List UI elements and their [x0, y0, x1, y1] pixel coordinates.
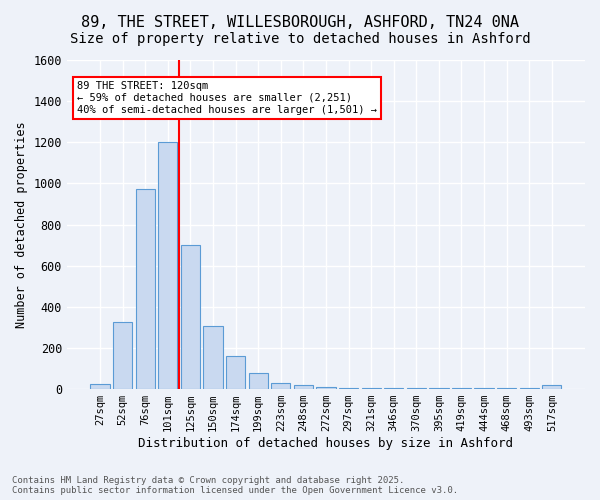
- Bar: [136, 188, 155, 389]
- Bar: [294, 386, 313, 389]
- Bar: [430, 388, 449, 389]
- Bar: [113, 322, 132, 389]
- Bar: [475, 388, 494, 389]
- Bar: [497, 388, 516, 389]
- Bar: [316, 386, 335, 389]
- Bar: [271, 383, 290, 389]
- Bar: [339, 388, 358, 389]
- Bar: [362, 388, 381, 389]
- Bar: [158, 142, 178, 389]
- Bar: [181, 245, 200, 389]
- Bar: [248, 372, 268, 389]
- Bar: [226, 356, 245, 389]
- Bar: [520, 388, 539, 389]
- X-axis label: Distribution of detached houses by size in Ashford: Distribution of detached houses by size …: [139, 437, 514, 450]
- Bar: [91, 384, 110, 389]
- Y-axis label: Number of detached properties: Number of detached properties: [15, 121, 28, 328]
- Text: Contains HM Land Registry data © Crown copyright and database right 2025.
Contai: Contains HM Land Registry data © Crown c…: [12, 476, 458, 495]
- Text: 89, THE STREET, WILLESBOROUGH, ASHFORD, TN24 0NA: 89, THE STREET, WILLESBOROUGH, ASHFORD, …: [81, 15, 519, 30]
- Text: Size of property relative to detached houses in Ashford: Size of property relative to detached ho…: [70, 32, 530, 46]
- Bar: [407, 388, 426, 389]
- Text: 89 THE STREET: 120sqm
← 59% of detached houses are smaller (2,251)
40% of semi-d: 89 THE STREET: 120sqm ← 59% of detached …: [77, 82, 377, 114]
- Bar: [452, 388, 471, 389]
- Bar: [542, 385, 562, 389]
- Bar: [384, 388, 403, 389]
- Bar: [203, 326, 223, 389]
